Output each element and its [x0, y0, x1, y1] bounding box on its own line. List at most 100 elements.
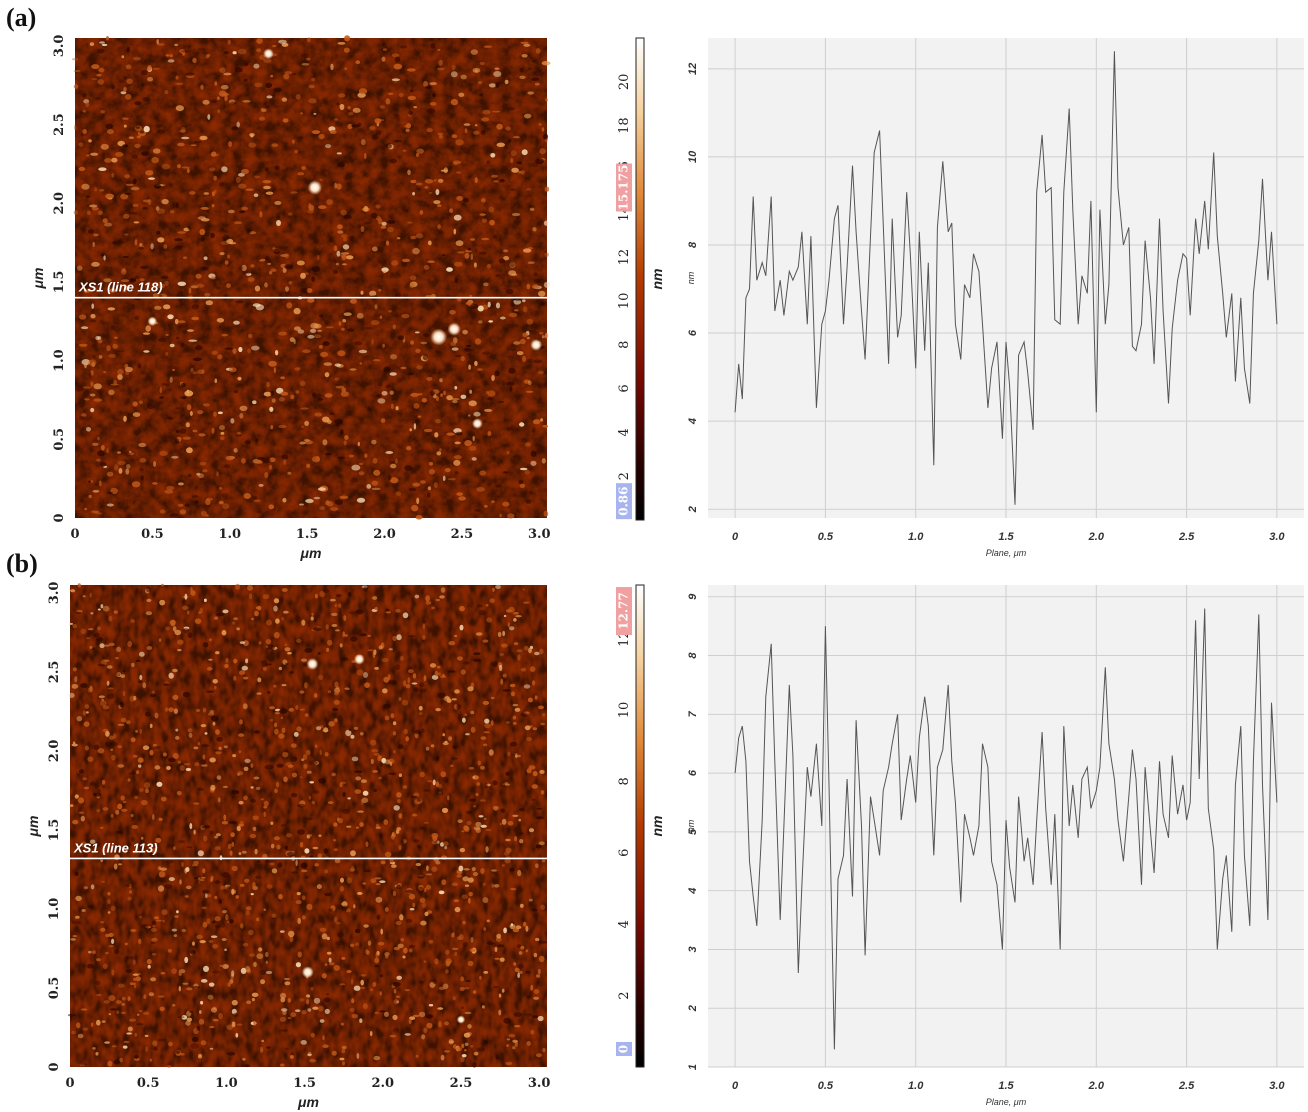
afm-grain: [256, 953, 264, 960]
afm-grain: [115, 809, 120, 815]
afm-grain: [86, 637, 91, 640]
afm-grain: [457, 656, 463, 661]
afm-pit: [419, 826, 426, 830]
afm-grain: [280, 992, 287, 999]
afm-grain: [183, 626, 190, 630]
afm-grain: [108, 353, 116, 358]
afm-grain: [513, 618, 517, 622]
afm-pit: [218, 182, 224, 187]
afm-grain: [338, 93, 346, 98]
afm-grain: [124, 285, 129, 290]
afm-pit: [341, 905, 348, 912]
profile-x-tick-label: 2.5: [1178, 1080, 1195, 1092]
afm-grain: [161, 583, 164, 587]
afm-pit: [112, 241, 117, 245]
afm-grain: [461, 830, 465, 833]
afm-grain: [496, 123, 503, 130]
colorbar-tick-label: 8: [617, 341, 632, 349]
afm-grain: [101, 1020, 106, 1023]
afm-y-axis-label: μm: [30, 268, 46, 290]
afm-grain: [91, 207, 99, 211]
afm-grain: [421, 397, 428, 403]
afm-grain: [374, 606, 378, 611]
afm-grain: [351, 1014, 358, 1019]
afm-grain: [419, 1011, 426, 1018]
afm-pit: [337, 456, 346, 459]
afm-grain: [538, 290, 546, 297]
afm-grain: [179, 879, 182, 885]
afm-grain: [95, 1052, 99, 1056]
afm-pit: [482, 351, 491, 356]
afm-grain: [335, 262, 339, 266]
afm-grain: [278, 424, 287, 429]
afm-pit: [195, 879, 201, 883]
afm-grain: [435, 860, 441, 865]
afm-grain: [79, 1063, 85, 1066]
afm-pit: [419, 688, 427, 693]
afm-grain: [219, 436, 225, 441]
afm-pit: [414, 729, 422, 735]
afm-pit: [154, 184, 162, 189]
afm-grain: [132, 959, 136, 965]
afm-pit: [437, 787, 444, 793]
afm-grain: [363, 672, 368, 678]
afm-grain: [268, 504, 275, 510]
afm-grain: [255, 304, 265, 311]
afm-grain: [172, 694, 179, 701]
afm-grain: [370, 878, 377, 884]
afm-grain: [452, 931, 455, 938]
afm-grain: [367, 940, 372, 946]
afm-grain: [398, 92, 404, 98]
afm-grain: [532, 727, 537, 731]
afm-grain: [514, 836, 517, 842]
afm-grain: [140, 799, 148, 806]
afm-grain: [512, 136, 520, 139]
afm-pit: [95, 637, 104, 642]
afm-grain: [537, 370, 544, 375]
afm-grain: [389, 761, 393, 766]
afm-grain: [299, 690, 305, 694]
afm-pit: [116, 672, 121, 677]
afm-grain: [544, 252, 549, 258]
afm-grain: [200, 206, 209, 210]
afm-grain: [197, 741, 200, 746]
afm-grain: [393, 988, 397, 994]
afm-grain: [244, 878, 250, 883]
afm-grain: [264, 472, 269, 479]
afm-grain: [133, 977, 137, 982]
afm-grain: [467, 1024, 472, 1029]
afm-grain: [212, 944, 219, 949]
afm-grain: [409, 908, 415, 911]
afm-grain: [299, 776, 303, 779]
afm-grain: [80, 841, 87, 848]
afm-grain: [128, 883, 132, 889]
profile-y-tick-label: 2: [687, 506, 699, 513]
afm-grain: [483, 882, 486, 886]
afm-grain: [372, 246, 378, 252]
profile-x-tick-label: 3.0: [1269, 531, 1285, 543]
afm-grain: [374, 1011, 379, 1015]
afm-grain: [508, 312, 518, 318]
afm-grain: [213, 175, 217, 181]
afm-grain: [278, 733, 285, 739]
height-profile-line: [734, 51, 1278, 505]
afm-grain: [468, 364, 471, 370]
afm-grain: [505, 838, 511, 842]
afm-grain: [128, 890, 133, 894]
afm-grain: [463, 1032, 471, 1038]
afm-pit: [179, 395, 187, 399]
afm-grain: [361, 139, 366, 146]
afm-grain: [533, 996, 540, 1000]
afm-pit: [430, 390, 435, 397]
afm-grain: [194, 762, 200, 767]
afm-pit: [265, 859, 275, 863]
afm-grain: [412, 902, 416, 908]
afm-grain: [216, 775, 222, 780]
afm-grain: [70, 589, 76, 593]
afm-grain: [144, 782, 151, 789]
afm-grain: [318, 674, 324, 680]
afm-grain: [151, 953, 157, 956]
afm-grain: [247, 277, 255, 282]
afm-grain: [105, 951, 109, 955]
